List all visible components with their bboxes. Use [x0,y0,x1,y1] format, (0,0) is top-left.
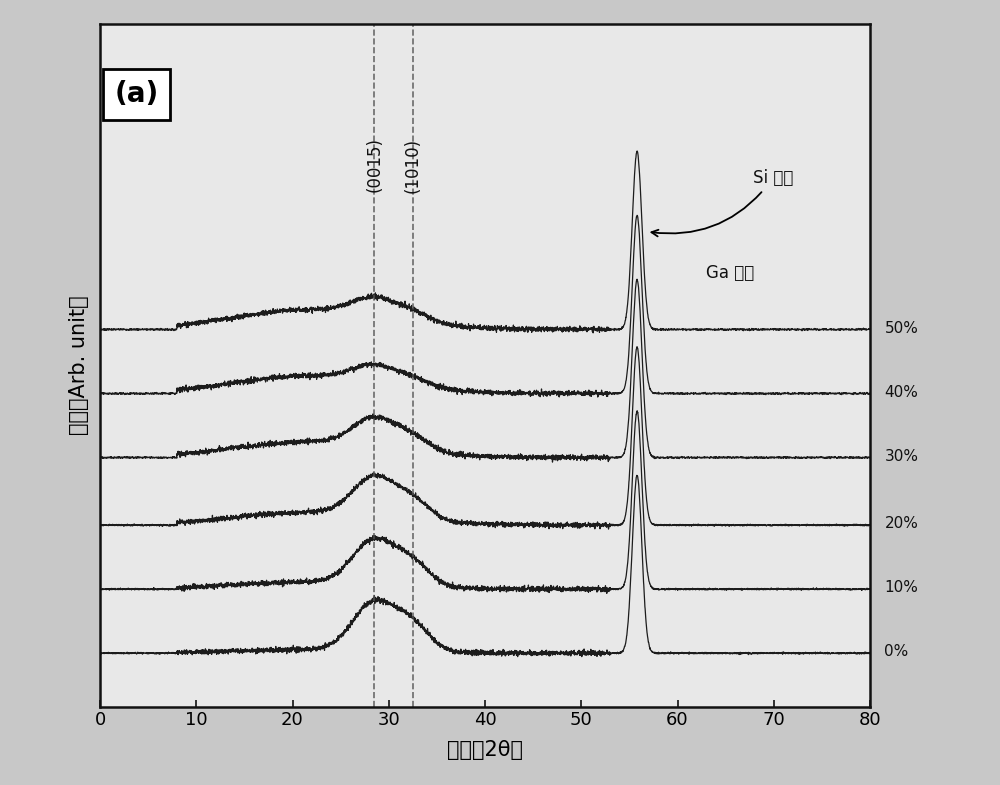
Text: (a): (a) [114,81,159,108]
Text: Si 峰値: Si 峰値 [651,170,793,236]
Text: 20%: 20% [884,517,918,531]
Text: 30%: 30% [884,448,918,464]
Y-axis label: 强度（Arb. unit）: 强度（Arb. unit） [69,295,89,435]
X-axis label: 角度（2θ）: 角度（2θ） [447,740,523,761]
Text: 10%: 10% [884,580,918,595]
Text: 50%: 50% [884,320,918,335]
Text: 40%: 40% [884,385,918,400]
Text: Ga 含量: Ga 含量 [706,264,755,282]
Text: (1010): (1010) [404,137,422,192]
Text: 0%: 0% [884,644,909,659]
Text: (0015): (0015) [365,137,383,192]
